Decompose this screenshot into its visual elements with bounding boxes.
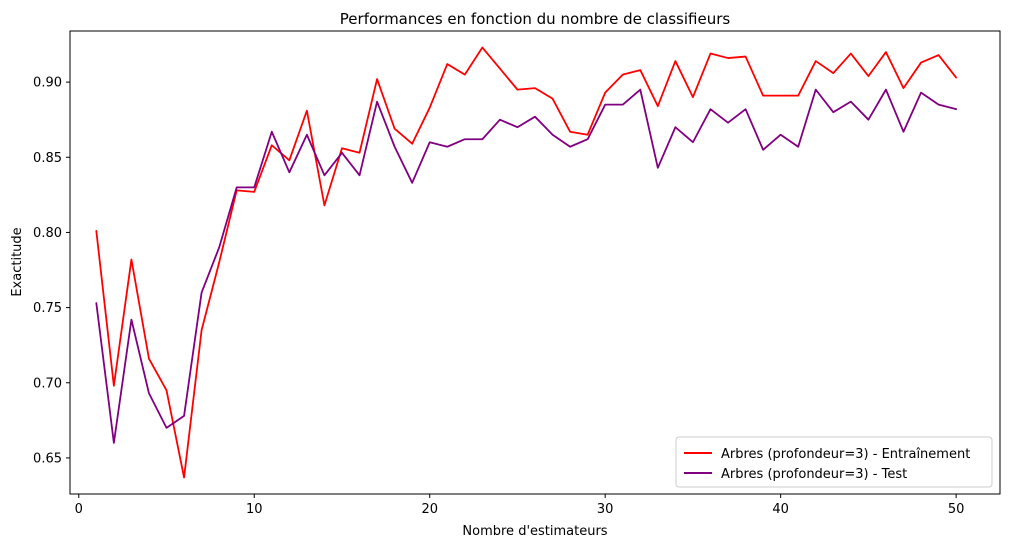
x-tick-label: 50 [948, 502, 965, 517]
legend-box [675, 436, 993, 488]
x-axis-label: Nombre d'estimateurs [462, 524, 607, 539]
y-tick-label: 0.70 [33, 376, 62, 391]
plot-frame [69, 30, 1001, 495]
x-tick-label: 30 [597, 502, 614, 517]
chart-title: Performances en fonction du nombre de cl… [340, 10, 731, 28]
x-axis: 0 10 20 30 40 50 [75, 494, 965, 517]
series-line-train [95, 46, 958, 479]
y-tick-label: 0.65 [33, 451, 62, 466]
y-tick-label: 0.80 [33, 226, 62, 241]
y-axis: 0.65 0.70 0.75 0.80 0.85 0.90 [33, 76, 70, 466]
x-tick-label: 40 [772, 502, 789, 517]
y-tick-label: 0.75 [33, 301, 62, 316]
series-line-test [95, 88, 958, 444]
y-tick-label: 0.85 [33, 151, 62, 166]
legend-label-test: Arbres (profondeur=3) - Test [721, 467, 907, 482]
x-tick-label: 10 [246, 502, 263, 517]
x-tick-label: 20 [421, 502, 438, 517]
y-tick-label: 0.90 [33, 76, 62, 91]
plot-area [95, 46, 958, 479]
y-axis-label: Exactitude [10, 227, 25, 296]
legend-label-train: Arbres (profondeur=3) - Entraînement [721, 447, 970, 462]
legend: Arbres (profondeur=3) - Entraînement Arb… [675, 436, 993, 488]
x-tick-label: 0 [75, 502, 83, 517]
